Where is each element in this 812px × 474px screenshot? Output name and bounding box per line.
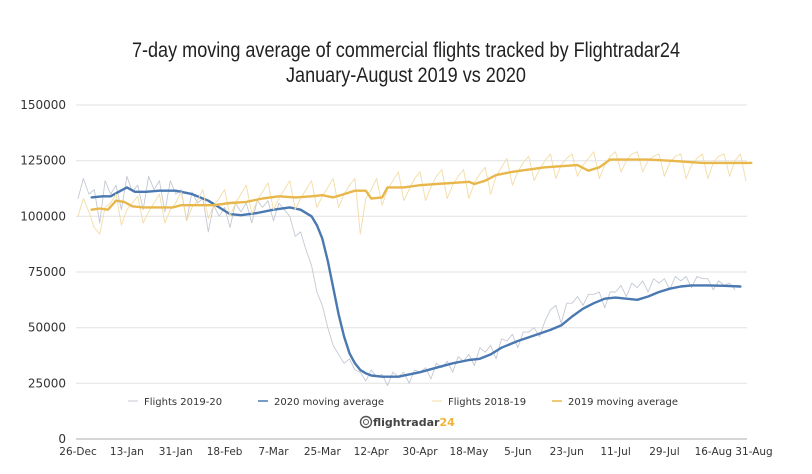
x-tick-label: 31-Aug [735, 446, 772, 458]
chart-title: 7-day moving average of commercial fligh… [131, 39, 681, 62]
series-line-2020-moving-average [90, 186, 742, 378]
x-tick-label: 5-Jun [504, 446, 531, 458]
legend-label: 2019 moving average [568, 397, 678, 408]
logo-text: flightradar [373, 416, 440, 429]
series-line-flights-2019-20 [77, 175, 736, 387]
series-lines [77, 151, 753, 387]
x-tick-label: 7-Mar [258, 446, 289, 458]
y-tick-label: 150000 [20, 98, 66, 112]
x-tick-label: 30-Apr [403, 446, 439, 458]
y-tick-label: 0 [58, 432, 66, 446]
x-tick-label: 29-Jul [649, 446, 679, 458]
x-tick-label: 12-Apr [354, 446, 390, 458]
x-tick-label: 13-Jan [110, 446, 144, 458]
y-axis-ticks: 150000 125000 100000 75000 50000 25000 0 [20, 98, 66, 446]
legend-label: Flights 2019-20 [144, 397, 222, 408]
x-tick-label: 25-Mar [304, 446, 342, 458]
gridlines [76, 104, 747, 440]
legend-label: 2020 moving average [274, 397, 384, 408]
y-tick-label: 75000 [28, 265, 66, 279]
y-tick-label: 25000 [28, 376, 66, 390]
x-tick-label: 26-Dec [59, 446, 97, 458]
x-tick-label: 18-May [450, 446, 489, 458]
series-line-flights-2018-19 [77, 151, 747, 235]
x-tick-label: 11-Jul [600, 446, 630, 458]
radar-icon-inner [363, 419, 369, 425]
legend: Flights 2019-20 2020 moving average Flight… [128, 397, 678, 408]
series-line-2019-moving-average [90, 158, 753, 211]
radar-icon [359, 415, 373, 429]
x-tick-label: 18-Feb [207, 446, 243, 458]
y-tick-label: 125000 [20, 154, 66, 168]
svg-text:flightradar24: flightradar24 [373, 416, 455, 429]
y-tick-label: 100000 [20, 209, 66, 223]
legend-label: Flights 2018-19 [448, 397, 526, 408]
x-axis-ticks: 26-Dec 13-Jan 31-Jan 18-Feb 7-Mar 25-Mar 12-Ap… [59, 446, 772, 458]
x-tick-label: 16-Aug [695, 446, 732, 458]
x-tick-label: 31-Jan [159, 446, 193, 458]
x-tick-label: 23-Jun [550, 446, 584, 458]
logo-accent: 24 [439, 416, 455, 429]
flightradar24-logo: flightradar24 [359, 415, 455, 429]
y-tick-label: 50000 [28, 321, 66, 335]
chart-subtitle: January-August 2019 vs 2020 [286, 64, 526, 87]
